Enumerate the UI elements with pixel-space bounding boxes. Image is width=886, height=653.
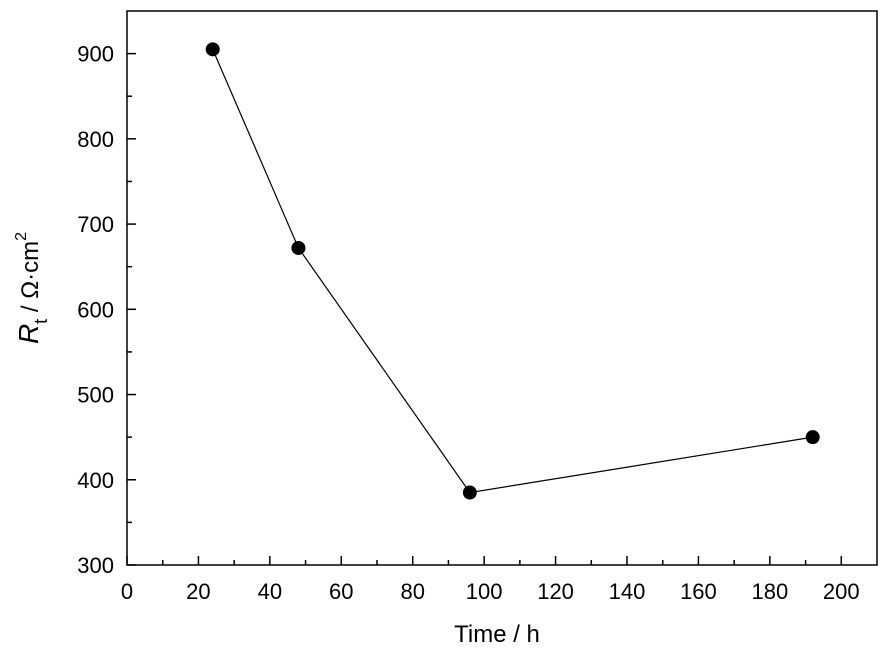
series-line: [212, 49, 813, 494]
y-tick-label: 300: [77, 553, 114, 578]
data-point: [291, 240, 306, 255]
axis-ticks: [126, 52, 843, 566]
y-tick-label: 500: [77, 383, 114, 408]
y-axis-title: Rt / Ω·cm2: [13, 232, 51, 344]
x-tick-label: 160: [680, 579, 717, 604]
y-axis-title-main: R: [13, 324, 44, 344]
x-tick-label: 0: [121, 579, 133, 604]
y-tick-label: 800: [77, 127, 114, 152]
x-tick-label: 180: [751, 579, 788, 604]
tick-labels: 0 20 40 60 80 100 120 140 160 180 200 300 400 500 600 7…: [77, 42, 859, 604]
x-axis-title: Time / h: [454, 621, 540, 648]
data-point: [205, 42, 220, 57]
y-axis-title-subscript: t: [31, 319, 51, 324]
x-tick-label: 100: [466, 579, 503, 604]
y-axis-title-superscript: 2: [13, 232, 30, 241]
data-point: [462, 485, 477, 500]
series: [205, 42, 820, 500]
data-point: [805, 430, 820, 445]
x-tick-label: 40: [258, 579, 282, 604]
y-axis-title-unit: / Ω·cm: [17, 241, 44, 319]
x-tick-label: 200: [823, 579, 860, 604]
y-tick-label: 400: [77, 468, 114, 493]
y-tick-label: 700: [77, 212, 114, 237]
x-tick-label: 60: [329, 579, 353, 604]
x-tick-label: 80: [400, 579, 424, 604]
plot-frame: [126, 10, 878, 566]
y-tick-label: 600: [77, 297, 114, 322]
x-tick-label: 140: [609, 579, 646, 604]
y-tick-label: 900: [77, 42, 114, 67]
x-tick-label: 120: [537, 579, 574, 604]
x-tick-label: 20: [186, 579, 210, 604]
